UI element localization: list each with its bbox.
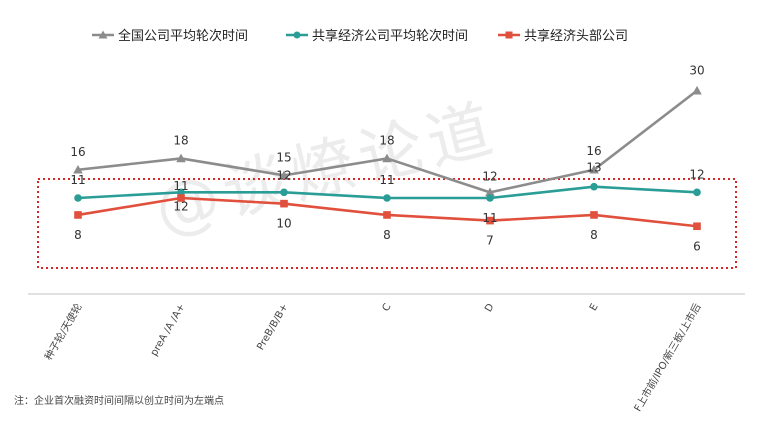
point-s0-5 bbox=[589, 164, 599, 174]
point-s2-3 bbox=[383, 211, 391, 219]
point-s2-0 bbox=[74, 211, 82, 219]
point-s0-6 bbox=[692, 85, 702, 95]
point-s0-3 bbox=[382, 153, 392, 163]
legend-label-0: 全国公司平均轮次时间 bbox=[118, 28, 248, 44]
data-label-s2-4: 7 bbox=[486, 234, 494, 248]
x-tick-label-5: E bbox=[588, 302, 601, 313]
legend-marker-2 bbox=[505, 31, 513, 39]
data-label-s1-4: 11 bbox=[482, 211, 497, 225]
point-s0-0 bbox=[73, 164, 83, 174]
legend-marker-0 bbox=[98, 30, 108, 39]
legend-label-2: 共享经济头部公司 bbox=[524, 28, 628, 44]
point-s0-1 bbox=[176, 153, 186, 163]
data-label-s1-2: 12 bbox=[276, 168, 291, 182]
x-tick-label-4: D bbox=[483, 302, 497, 314]
data-label-s1-5: 13 bbox=[586, 161, 601, 175]
data-label-s0-3: 18 bbox=[379, 133, 394, 147]
data-label-s0-5: 16 bbox=[586, 144, 601, 158]
data-label-s2-2: 10 bbox=[276, 217, 291, 231]
point-s0-2 bbox=[279, 170, 289, 180]
point-s0-4 bbox=[485, 187, 495, 197]
point-s1-0 bbox=[74, 194, 82, 202]
data-label-s1-0: 11 bbox=[70, 173, 85, 187]
data-label-s2-0: 8 bbox=[74, 228, 82, 242]
point-s2-1 bbox=[177, 194, 185, 202]
point-s1-2 bbox=[280, 188, 288, 197]
highlight-box-layer bbox=[37, 178, 737, 269]
point-s1-5 bbox=[590, 182, 598, 191]
footnote: 注：企业首次融资时间间隔以创立时间为左端点 bbox=[14, 396, 224, 407]
data-label-s2-6: 6 bbox=[693, 239, 701, 253]
data-label-s0-4: 12 bbox=[482, 169, 497, 183]
data-label-layer: 16 18 15 18 12 16 30 11 12 12 11 11 13 12 8 11 10 8 7 8 6 bbox=[70, 64, 704, 254]
series-layer bbox=[73, 85, 702, 231]
point-s1-6 bbox=[693, 188, 701, 197]
legend-label-1: 共享经济公司平均轮次时间 bbox=[312, 28, 468, 44]
point-s2-5 bbox=[590, 211, 598, 219]
x-tick-label-1: preA /A /A+ bbox=[149, 302, 188, 358]
legend-marker-1 bbox=[293, 31, 301, 39]
data-label-s0-2: 15 bbox=[276, 150, 291, 164]
x-tick-label-0: 种子轮/天使轮 bbox=[42, 301, 85, 362]
x-tick-label-6: F上市前/IPO/新三板/上市后 bbox=[631, 301, 704, 414]
x-tick-label-3: C bbox=[381, 302, 394, 314]
data-label-s2-5: 8 bbox=[590, 228, 598, 242]
point-s1-4 bbox=[486, 194, 494, 202]
data-label-s1-6: 12 bbox=[689, 167, 704, 181]
highlight-box bbox=[37, 178, 737, 269]
data-label-s0-0: 16 bbox=[70, 145, 85, 159]
point-s2-4 bbox=[486, 216, 494, 225]
point-s1-3 bbox=[383, 194, 391, 202]
legend: 全国公司平均轮次时间 共享经济公司平均轮次时间 共享经济头部公司 bbox=[92, 28, 628, 44]
data-label-s1-1: 12 bbox=[173, 199, 188, 213]
data-label-s2-1: 11 bbox=[173, 179, 188, 193]
point-s2-2 bbox=[280, 199, 288, 208]
data-label-s0-1: 18 bbox=[173, 133, 188, 147]
x-tick-label-2: PreB/B/B+ bbox=[255, 302, 290, 352]
data-label-s1-3: 11 bbox=[379, 173, 394, 187]
data-label-s2-3: 8 bbox=[383, 228, 391, 242]
point-s2-6 bbox=[693, 222, 701, 231]
data-label-s0-6: 30 bbox=[689, 64, 704, 78]
